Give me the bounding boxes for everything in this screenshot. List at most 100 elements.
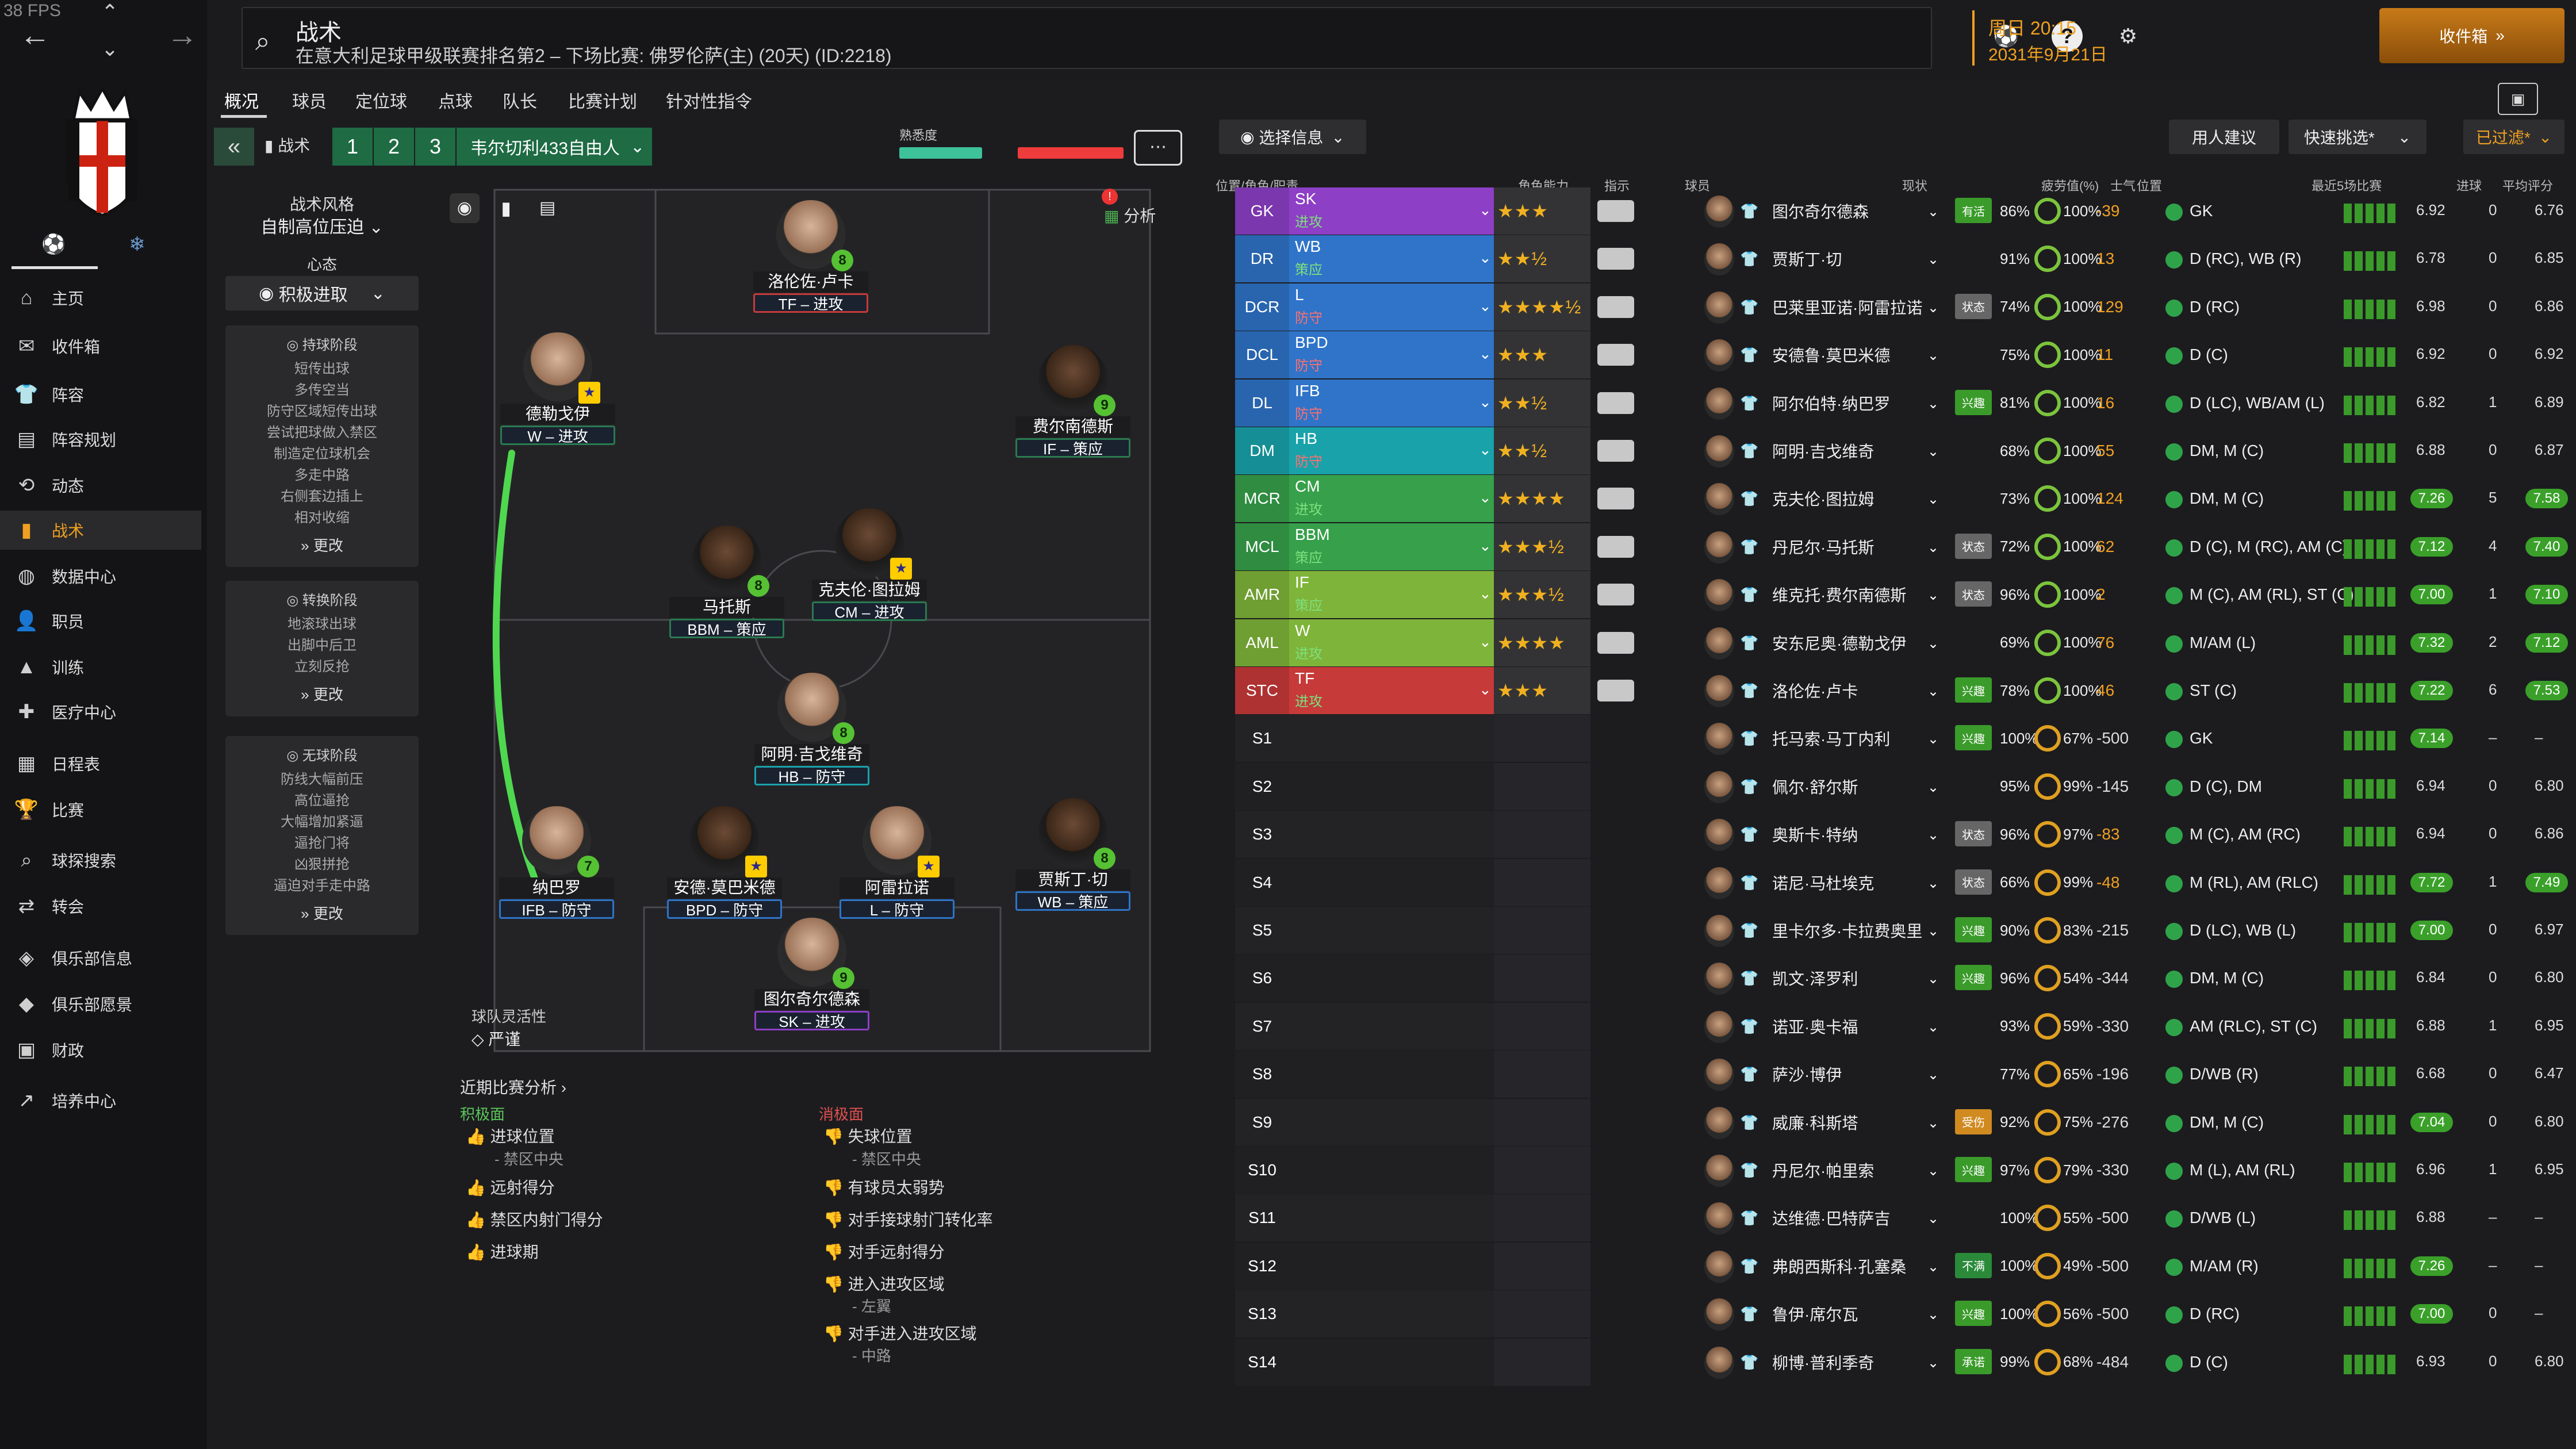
chevron-down-icon[interactable]: ⌄ xyxy=(1927,731,1939,747)
sidebar-item-transfers[interactable]: ⇄ 转会 xyxy=(0,887,201,926)
player-name[interactable]: 诺尼·马杜埃克 xyxy=(1772,874,1874,892)
chevron-down-icon[interactable]: ⌄ xyxy=(1927,923,1939,939)
chevron-down-icon[interactable]: ⌄ xyxy=(1479,345,1492,363)
chevron-down-icon[interactable]: ⌄ xyxy=(1927,1067,1939,1083)
chevron-down-icon[interactable]: ⌄ xyxy=(1927,635,1939,651)
sidebar-item-squad[interactable]: 👕 阵容 xyxy=(0,375,201,414)
player-name[interactable]: 安德鲁·莫巴米德 xyxy=(1772,347,1891,365)
pitch-player[interactable]: 8 马托斯 BBM – 策应 xyxy=(664,526,790,638)
position-slot[interactable]: GK SK 进攻 ⌄ xyxy=(1235,187,1494,235)
position-slot[interactable]: S14 xyxy=(1235,1338,1494,1386)
player-name[interactable]: 丹尼尔·马托斯 xyxy=(1772,538,1874,557)
clipboard-icon[interactable]: ▤ xyxy=(539,198,556,217)
column-player[interactable]: 球员 xyxy=(1685,179,1711,193)
sidebar-item-squad-planner[interactable]: ▤ 阵容规划 xyxy=(0,420,201,459)
continue-inbox-button[interactable]: 收件箱» xyxy=(2379,8,2564,63)
change-button[interactable]: » 更改 xyxy=(301,537,343,554)
tactic-slot-1[interactable]: 1 xyxy=(332,128,373,166)
gear-icon[interactable]: ⚙ xyxy=(2118,24,2138,48)
chevron-down-icon[interactable]: ⌄ xyxy=(1927,396,1939,412)
player-role[interactable]: W – 进攻 xyxy=(500,425,615,445)
position-slot[interactable]: AML W 进攻 ⌄ xyxy=(1235,619,1494,666)
table-row[interactable]: S8 👕 萨沙·博伊 ⌄ 77% 65% -196 D/WB (R) 6.68 0 6.47 xyxy=(1235,1051,2573,1098)
chevron-down-icon[interactable]: ⌄ xyxy=(1927,827,1939,844)
position-slot[interactable]: S4 xyxy=(1235,858,1494,906)
player-name[interactable]: 鲁伊·席尔瓦 xyxy=(1772,1306,1858,1324)
chevron-down-icon[interactable]: ⌄ xyxy=(1927,588,1939,604)
chevron-down-icon[interactable]: ⌄ xyxy=(1479,536,1492,554)
chevron-down-icon[interactable]: ⌄ xyxy=(1927,1115,1939,1131)
position-slot[interactable]: STC TF 进攻 ⌄ xyxy=(1235,667,1494,714)
tab-match-plan[interactable]: 比赛计划 xyxy=(568,93,637,112)
table-row[interactable]: S12 👕 弗朗西斯科·孔塞桑 ⌄ 不满 100% 49% -500 M/AM (R) 7.26… xyxy=(1235,1242,2573,1290)
player-role[interactable]: L – 防守 xyxy=(839,899,954,919)
table-row[interactable]: S4 👕 诺尼·马杜埃克 ⌄ 状态 66% 99% -48 M (RL), AM (RLC) 7… xyxy=(1235,858,2573,906)
player-role[interactable]: IF – 策应 xyxy=(1015,438,1130,458)
chevron-down-icon[interactable]: ⌄ xyxy=(1927,492,1939,508)
tactic-slot-2[interactable]: 2 xyxy=(374,128,414,166)
chevron-down-icon[interactable]: ⌄ xyxy=(1927,1211,1939,1227)
tab-captains[interactable]: 队长 xyxy=(503,93,537,112)
position-slot[interactable]: DCR L 防守 ⌄ xyxy=(1235,283,1494,331)
column-goals[interactable]: 进球 xyxy=(2456,179,2482,193)
position-slot[interactable]: DL IFB 防守 ⌄ xyxy=(1235,379,1494,427)
position-slot[interactable]: S10 xyxy=(1235,1147,1494,1194)
table-row[interactable]: DCL BPD 防守 ⌄ ★★★ 👕 安德鲁·莫巴米德 ⌄ 75% 100% 11 D (C)… xyxy=(1235,331,2573,379)
table-row[interactable]: S13 👕 鲁伊·席尔瓦 ⌄ 兴趣 100% 56% -500 D (RC) 7.00 0 – xyxy=(1235,1290,2573,1338)
player-name[interactable]: 柳博·普利季奇 xyxy=(1772,1354,1874,1372)
pitch-player[interactable]: 8 洛伦佐·卢卡 TF – 进攻 xyxy=(747,200,874,313)
instructions-icon[interactable] xyxy=(1597,584,1634,606)
table-row[interactable]: DCR L 防守 ⌄ ★★★★½ 👕 巴莱里亚诺·阿雷拉诺 ⌄ 状态 74% 100% 129… xyxy=(1235,283,2573,331)
chevron-down-icon[interactable]: ⌄ xyxy=(1927,204,1939,220)
chevron-down-icon[interactable]: ⌄ xyxy=(1927,539,1939,555)
player-name[interactable]: 威廉·科斯塔 xyxy=(1772,1114,1858,1132)
analysis-tab[interactable]: ▦ 分析 xyxy=(1104,207,1156,225)
position-slot[interactable]: DM HB 防守 ⌄ xyxy=(1235,427,1494,474)
table-row[interactable]: S5 👕 里卡尔多·卡拉费奥里 ⌄ 兴趣 90% 83% -215 D (LC), WB (L… xyxy=(1235,907,2573,954)
player-role[interactable]: TF – 进攻 xyxy=(753,293,868,313)
player-role[interactable]: BBM – 策应 xyxy=(669,619,784,638)
chevron-down-icon[interactable]: ⌄ xyxy=(1479,489,1492,507)
player-role[interactable]: CM – 进攻 xyxy=(812,601,927,621)
bar-chart-icon[interactable]: ▮ xyxy=(501,198,511,218)
player-name[interactable]: 阿明·吉戈维奇 xyxy=(1772,443,1874,461)
tab-set-pieces[interactable]: 定位球 xyxy=(355,93,407,112)
collapse-panel-icon[interactable]: « xyxy=(214,128,254,166)
sidebar-item-finances[interactable]: ▣ 财政 xyxy=(0,1030,201,1070)
instructions-icon[interactable] xyxy=(1597,680,1634,702)
column-condition[interactable]: 现状 xyxy=(1902,179,1928,193)
down-arrow-icon[interactable]: ⌄ xyxy=(101,37,119,60)
chevron-down-icon[interactable]: ⌄ xyxy=(1927,779,1939,795)
chevron-down-icon[interactable]: ⌄ xyxy=(1479,297,1492,315)
player-name[interactable]: 安东尼奥·德勒戈伊 xyxy=(1772,634,1907,653)
selection-advice-button[interactable]: 用人建议 xyxy=(2169,120,2279,154)
back-arrow-icon[interactable]: ← xyxy=(20,18,51,52)
tab-players[interactable]: 球员 xyxy=(292,93,327,112)
table-row[interactable]: S7 👕 诺亚·奥卡福 ⌄ 93% 59% -330 AM (RLC), ST (C) 6.8… xyxy=(1235,1002,2573,1050)
chevron-down-icon[interactable]: ⌄ xyxy=(1927,971,1939,987)
chevron-down-icon[interactable]: ⌄ xyxy=(1927,1163,1939,1179)
player-role[interactable]: BPD – 防守 xyxy=(667,899,782,919)
chevron-down-icon[interactable]: ⌄ xyxy=(1927,1019,1939,1035)
sidebar-item-staff[interactable]: 👤 职员 xyxy=(0,601,201,641)
chevron-down-icon[interactable]: ⌄ xyxy=(1479,393,1492,411)
player-info-icon[interactable]: ◉ xyxy=(450,193,480,223)
chevron-down-icon[interactable]: ⌄ xyxy=(1927,348,1939,364)
recent-match-analysis-link[interactable]: 近期比赛分析 › xyxy=(460,1079,567,1097)
pitch-player[interactable]: ★ 克夫伦·图拉姆 CM – 进攻 xyxy=(806,508,933,621)
position-slot[interactable]: DCL BPD 防守 ⌄ xyxy=(1235,331,1494,379)
chevron-down-icon[interactable]: ⌄ xyxy=(1479,249,1492,267)
position-slot[interactable]: S6 xyxy=(1235,954,1494,1002)
chevron-down-icon[interactable]: ⌄ xyxy=(1927,444,1939,459)
player-name[interactable]: 巴莱里亚诺·阿雷拉诺 xyxy=(1772,298,1923,317)
position-slot[interactable]: S2 xyxy=(1235,762,1494,810)
table-row[interactable]: S9 👕 威廉·科斯塔 ⌄ 受伤 92% 75% -276 DM, M (C) 7.04 0 6.8… xyxy=(1235,1098,2573,1146)
position-slot[interactable]: S1 xyxy=(1235,715,1494,762)
search-bar[interactable]: ⌕ 战术 在意大利足球甲级联赛排名第2 – 下场比赛: 佛罗伦萨(主) (20天… xyxy=(241,7,1932,69)
chevron-down-icon[interactable]: ⌄ xyxy=(1927,684,1939,699)
instructions-icon[interactable] xyxy=(1597,535,1634,558)
sidebar-item-tactics[interactable]: ▮ 战术 xyxy=(0,511,201,550)
table-row[interactable]: S3 👕 奥斯卡·特纳 ⌄ 状态 96% 97% -83 M (C), AM (RC) 6.94… xyxy=(1235,811,2573,858)
sidebar-item-inbox[interactable]: ✉ 收件箱 xyxy=(0,327,201,366)
player-name[interactable]: 托马索·马丁内利 xyxy=(1772,730,1891,749)
